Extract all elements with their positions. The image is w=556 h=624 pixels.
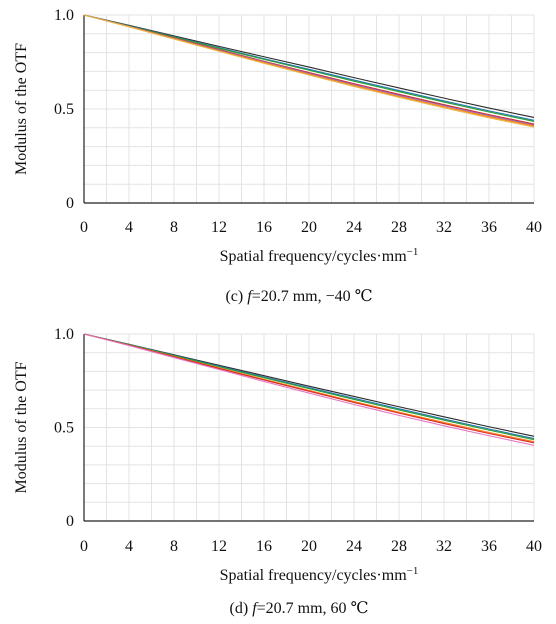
y-tick-label: 1.0 (54, 7, 74, 24)
x-axis-title-superscript: −1 (407, 565, 419, 577)
x-tick-label: 32 (436, 219, 452, 236)
series-line-1 (83, 14, 535, 118)
series-line-3 (83, 14, 535, 122)
x-axis-title-text: Spatial frequency/cycles·mm (220, 248, 408, 265)
series-line-7 (83, 14, 535, 128)
figure-caption: (d) f=20.7 mm, 60 ℃ (230, 600, 369, 617)
chart-panel-d: 0 4 8 12 16 20 24 28 32 36 40 0 0.5 1.0 Spatial freque… (13, 326, 542, 617)
caption-focal-symbol: f (247, 288, 254, 305)
grid (83, 333, 535, 522)
x-tick-label: 4 (125, 538, 133, 555)
x-tick-label: 16 (256, 219, 272, 236)
y-axis-title: Modulus of the OTF (13, 43, 30, 175)
caption-focal-symbol: f (252, 600, 259, 617)
x-axis-title: Spatial frequency/cycles·mm−1 (220, 246, 419, 265)
x-tick-label: 20 (301, 219, 317, 236)
x-tick-label: 20 (301, 538, 317, 555)
chart-panel-c: 0 4 8 12 16 20 24 28 32 36 40 0 0.5 1.0 Spatial freque… (13, 7, 542, 305)
x-tick-label: 24 (346, 538, 362, 555)
x-tick-label: 40 (526, 538, 542, 555)
y-tick-label: 0.5 (54, 101, 74, 118)
x-tick-label: 12 (211, 219, 227, 236)
caption-rest: =20.7 mm, 60 ℃ (257, 600, 369, 617)
series-line-6 (83, 333, 535, 446)
x-axis-title: Spatial frequency/cycles·mm−1 (220, 565, 419, 584)
x-tick-label: 16 (256, 538, 272, 555)
x-axis-title-superscript: −1 (407, 246, 419, 258)
x-tick-label: 36 (481, 219, 497, 236)
caption-prefix: (c) (225, 288, 247, 305)
caption-prefix: (d) (230, 600, 253, 617)
x-tick-label: 0 (80, 538, 88, 555)
x-tick-label: 36 (481, 538, 497, 555)
x-tick-label: 8 (170, 538, 178, 555)
x-tick-label: 40 (526, 219, 542, 236)
x-tick-label: 32 (436, 538, 452, 555)
x-tick-label: 0 (80, 219, 88, 236)
x-tick-label: 4 (125, 219, 133, 236)
x-tick-label: 28 (391, 219, 407, 236)
y-tick-label: 0.5 (54, 420, 74, 437)
y-tick-label: 0 (66, 195, 74, 212)
figure-caption: (c) f=20.7 mm, −40 ℃ (225, 288, 372, 305)
series-line-5 (83, 333, 535, 444)
caption-rest: =20.7 mm, −40 ℃ (252, 288, 373, 305)
y-tick-label: 0 (66, 513, 74, 530)
x-axis-title-text: Spatial frequency/cycles·mm (220, 567, 408, 584)
x-tick-label: 28 (391, 538, 407, 555)
x-tick-label: 12 (211, 538, 227, 555)
y-axis-title: Modulus of the OTF (13, 361, 30, 493)
y-tick-label: 1.0 (54, 326, 74, 343)
x-tick-label: 24 (346, 219, 362, 236)
series-line-3 (83, 333, 535, 441)
x-tick-label: 8 (170, 219, 178, 236)
grid (83, 14, 535, 204)
